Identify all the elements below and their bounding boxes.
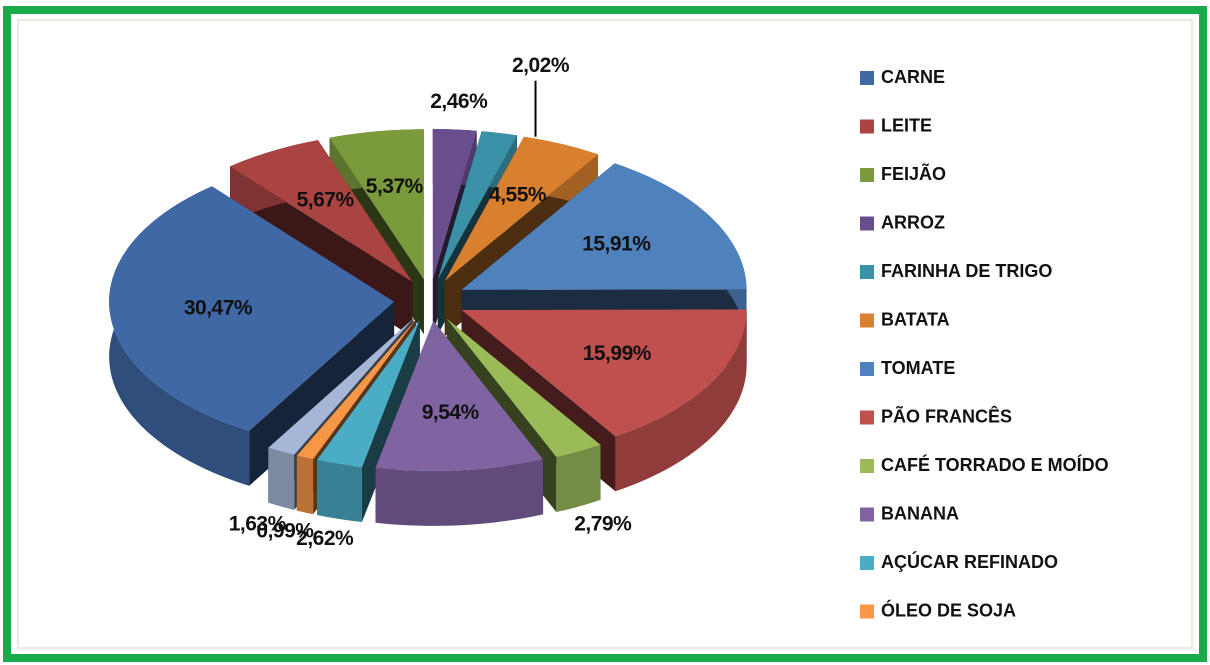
legend-swatch xyxy=(860,507,874,522)
legend-swatch xyxy=(860,410,874,425)
data-label: 9,54% xyxy=(422,401,480,424)
legend-label: BATATA xyxy=(881,309,950,329)
slice xyxy=(230,140,413,282)
pie xyxy=(109,129,747,526)
legend-swatch xyxy=(860,604,874,619)
data-label: 0,99% xyxy=(256,519,314,542)
data-label: 30,47% xyxy=(184,297,253,320)
data-label: 5,37% xyxy=(366,175,424,198)
legend-label: FARINHA DE TRIGO xyxy=(881,261,1052,281)
legend-label: TOMATE xyxy=(881,358,955,378)
legend-label: BANANA xyxy=(881,503,959,523)
legend-swatch xyxy=(860,216,874,231)
data-label: 2,02% xyxy=(512,54,570,77)
data-label: 1,63% xyxy=(229,512,287,535)
slice xyxy=(296,319,416,460)
slice xyxy=(461,309,747,437)
legend-swatch xyxy=(860,119,874,134)
data-label: 2,79% xyxy=(574,512,632,535)
legend-swatch xyxy=(860,556,874,570)
slice-side xyxy=(296,455,314,515)
legend-label: PÃO FRANCÊS xyxy=(881,405,1012,426)
legend-swatch xyxy=(860,459,874,473)
data-label: 2,62% xyxy=(296,527,354,550)
legend-swatch xyxy=(860,71,874,85)
slice xyxy=(446,318,601,458)
slice xyxy=(329,129,424,280)
legend-swatch xyxy=(860,265,874,279)
legend-label: AÇÚCAR REFINADO xyxy=(881,551,1058,572)
data-label: 15,99% xyxy=(583,342,652,365)
slice xyxy=(375,320,544,471)
data-label: 2,46% xyxy=(430,90,488,113)
slice xyxy=(461,163,747,290)
slice-side xyxy=(375,459,544,526)
legend-label: CARNE xyxy=(881,67,945,87)
slice xyxy=(316,320,420,468)
data-label: 5,67% xyxy=(297,188,355,211)
data-label: 4,55% xyxy=(489,184,547,207)
slice xyxy=(432,129,477,280)
data-label: 15,91% xyxy=(582,233,651,256)
slice-side xyxy=(556,444,601,513)
legend-swatch xyxy=(860,362,874,376)
legend-swatch xyxy=(860,313,874,328)
legend-label: LEITE xyxy=(881,115,932,135)
slice-side xyxy=(316,460,362,523)
legend-label: ÓLEO DE SOJA xyxy=(881,599,1016,620)
slice xyxy=(444,136,598,281)
slice xyxy=(268,318,414,455)
legend-label: ARROZ xyxy=(881,212,945,232)
plot-border xyxy=(17,19,1193,649)
slice xyxy=(437,131,517,280)
legend-label: CAFÉ TORRADO E MOÍDO xyxy=(881,454,1109,475)
legend-swatch xyxy=(860,168,874,182)
slice xyxy=(109,186,395,431)
slice-side xyxy=(268,447,295,510)
legend-label: FEIJÃO xyxy=(881,163,946,184)
slice-side xyxy=(615,309,747,492)
